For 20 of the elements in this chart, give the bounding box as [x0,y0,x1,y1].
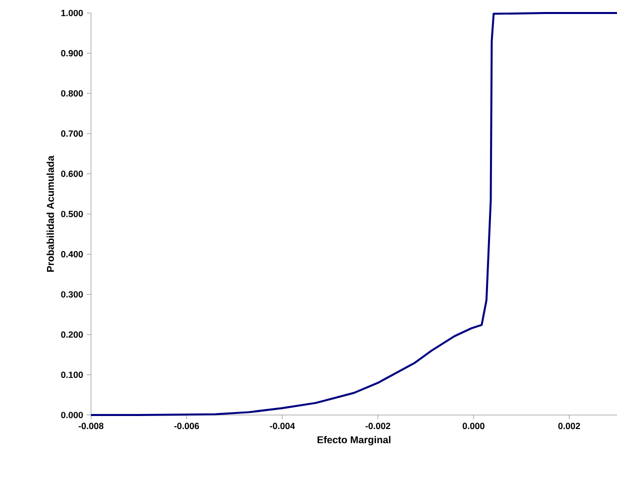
y-tick-label: 0.600 [61,170,83,177]
y-tick-label: 0.000 [61,412,83,418]
y-tick-label: 0.100 [61,372,83,378]
x-tick-label: -0.002 [366,422,390,430]
y-tick-label: 0.500 [61,210,83,218]
y-tick-label: 1.000 [61,10,83,16]
y-tick-label: 0.800 [61,90,83,97]
y-tick-label: 0.200 [61,331,83,338]
x-tick-label: 0.000 [462,422,484,430]
y-tick-label: 0.300 [61,291,83,298]
line-series [90,12,618,416]
y-tick-label: 0.400 [61,251,83,258]
y-tick-label: 0.700 [61,130,83,137]
y-tick-label: 0.900 [61,50,83,56]
x-tick-label: -0.004 [270,422,295,430]
x-tick-label: -0.008 [78,422,104,430]
x-axis-title: Efecto Marginal [318,436,390,446]
x-tick-label: 0.002 [558,422,580,430]
y-axis-title: Probabilidad Acumulada [46,156,54,272]
x-tick-label: -0.006 [174,422,200,430]
